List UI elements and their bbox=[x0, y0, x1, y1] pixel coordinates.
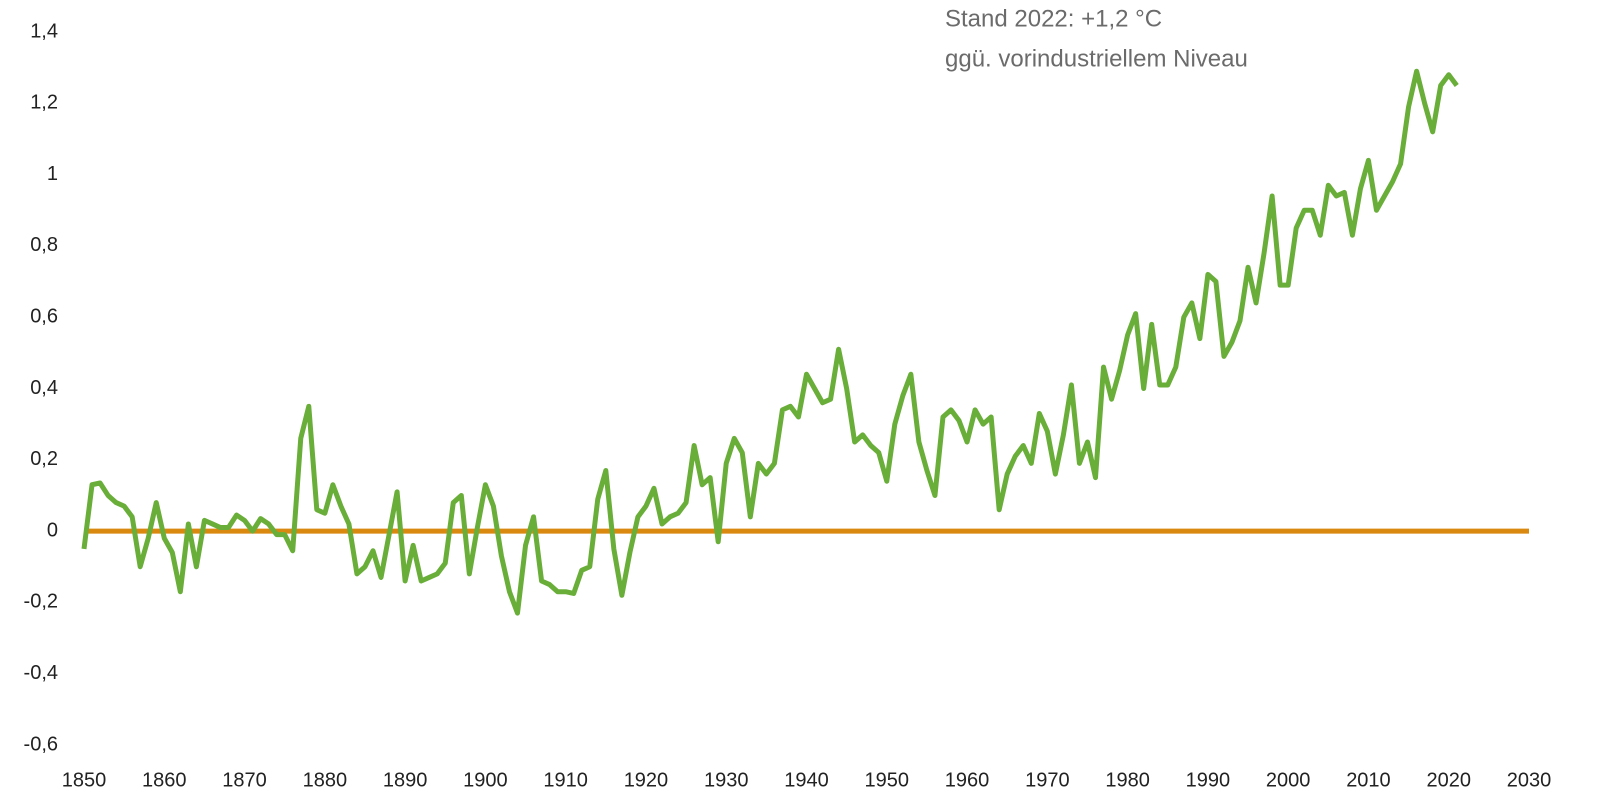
x-tick-label: 1930 bbox=[704, 769, 749, 791]
x-tick-label: 2020 bbox=[1426, 769, 1471, 791]
x-tick-label: 1860 bbox=[142, 769, 187, 791]
y-tick-label: -0,6 bbox=[24, 733, 58, 755]
x-tick-label: 1870 bbox=[222, 769, 267, 791]
x-tick-label: 1940 bbox=[784, 769, 829, 791]
annotation: ggü. vorindustriellem Niveau bbox=[945, 45, 1248, 72]
x-tick-label: 1960 bbox=[945, 769, 990, 791]
y-tick-label: 0,4 bbox=[30, 377, 58, 399]
y-tick-label: 0,8 bbox=[30, 234, 58, 256]
x-tick-label: 1920 bbox=[624, 769, 669, 791]
x-tick-label: 1910 bbox=[543, 769, 588, 791]
x-tick-label: 2010 bbox=[1346, 769, 1391, 791]
y-tick-label: 0,6 bbox=[30, 305, 58, 327]
x-tick-label: 1950 bbox=[865, 769, 910, 791]
y-tick-label: 1,2 bbox=[30, 92, 58, 114]
y-tick-label: 1 bbox=[47, 163, 58, 185]
x-tick-label: 1990 bbox=[1186, 769, 1231, 791]
y-tick-label: 0 bbox=[47, 519, 58, 541]
x-tick-label: 1900 bbox=[463, 769, 508, 791]
y-tick-label: 1,4 bbox=[30, 20, 58, 42]
x-tick-label: 2000 bbox=[1266, 769, 1311, 791]
data-line bbox=[81, 68, 1459, 616]
x-tick-label: 1850 bbox=[62, 769, 107, 791]
y-tick-label: -0,4 bbox=[24, 662, 58, 684]
x-tick-label: 1880 bbox=[303, 769, 348, 791]
y-tick-label: -0,2 bbox=[24, 591, 58, 613]
x-tick-label: 2030 bbox=[1507, 769, 1552, 791]
x-tick-label: 1970 bbox=[1025, 769, 1070, 791]
y-tick-label: 0,2 bbox=[30, 448, 58, 470]
x-tick-label: 1980 bbox=[1105, 769, 1150, 791]
annotation: Stand 2022: +1,2 °C bbox=[945, 5, 1162, 32]
x-tick-label: 1890 bbox=[383, 769, 428, 791]
